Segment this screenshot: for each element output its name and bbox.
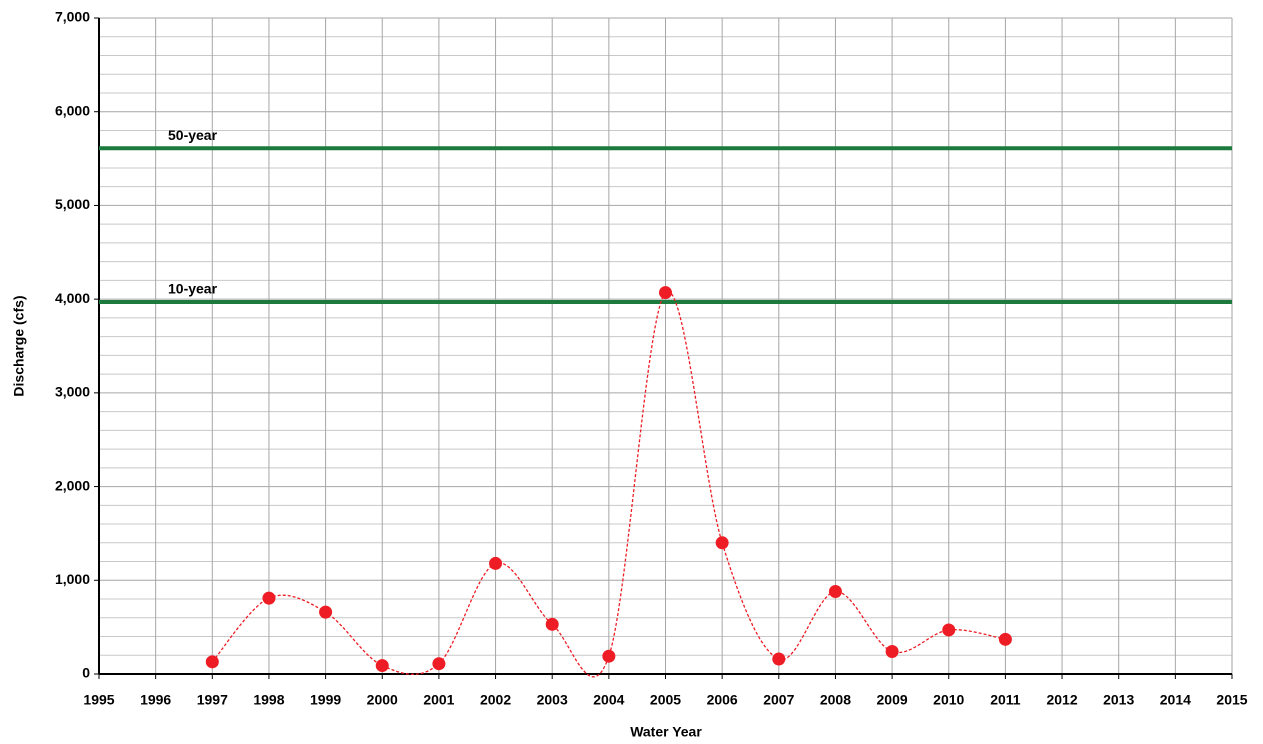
x-tick-label: 2006 <box>707 692 738 708</box>
data-point <box>319 605 333 619</box>
x-tick-label: 1997 <box>197 692 228 708</box>
y-tick-label: 5,000 <box>55 196 90 212</box>
data-point <box>998 632 1012 646</box>
data-point <box>262 591 276 605</box>
data-point <box>715 536 729 550</box>
data-point <box>942 623 956 637</box>
data-point <box>828 585 842 599</box>
x-tick-label: 2003 <box>537 692 568 708</box>
reference-label: 50-year <box>168 127 218 143</box>
x-tick-label: 2013 <box>1103 692 1134 708</box>
x-tick-label: 1999 <box>310 692 341 708</box>
data-point <box>659 286 672 300</box>
data-point <box>772 652 786 666</box>
x-tick-label: 1995 <box>83 692 114 708</box>
data-point <box>205 655 219 669</box>
data-point <box>375 659 389 673</box>
y-tick-label: 2,000 <box>55 477 90 493</box>
x-tick-label: 2008 <box>820 692 851 708</box>
x-tick-label: 2002 <box>480 692 511 708</box>
reference-label: 10-year <box>168 281 218 297</box>
x-tick-label: 2015 <box>1216 692 1247 708</box>
data-point <box>602 649 616 663</box>
x-tick-label: 2012 <box>1046 692 1077 708</box>
x-tick-label: 2010 <box>933 692 964 708</box>
data-point <box>545 617 559 631</box>
x-tick-label: 2011 <box>990 692 1021 708</box>
x-axis-title: Water Year <box>630 724 702 740</box>
x-tick-label: 2007 <box>763 692 794 708</box>
x-tick-label: 2000 <box>367 692 398 708</box>
y-axis-title: Discharge (cfs) <box>11 295 27 396</box>
x-tick-label: 2009 <box>877 692 908 708</box>
data-point <box>432 657 446 671</box>
y-tick-label: 3,000 <box>55 384 90 400</box>
y-tick-label: 1,000 <box>55 571 90 587</box>
x-tick-label: 2005 <box>650 692 681 708</box>
data-point <box>885 645 899 659</box>
data-point <box>489 556 503 570</box>
x-tick-label: 2014 <box>1160 692 1191 708</box>
y-tick-label: 6,000 <box>55 102 90 118</box>
x-tick-label: 2004 <box>593 692 624 708</box>
y-tick-label: 7,000 <box>55 9 90 25</box>
x-tick-label: 1996 <box>140 692 171 708</box>
x-tick-label: 1998 <box>253 692 284 708</box>
y-tick-label: 0 <box>82 665 90 681</box>
y-tick-label: 4,000 <box>55 290 90 306</box>
x-tick-label: 2001 <box>423 692 454 708</box>
